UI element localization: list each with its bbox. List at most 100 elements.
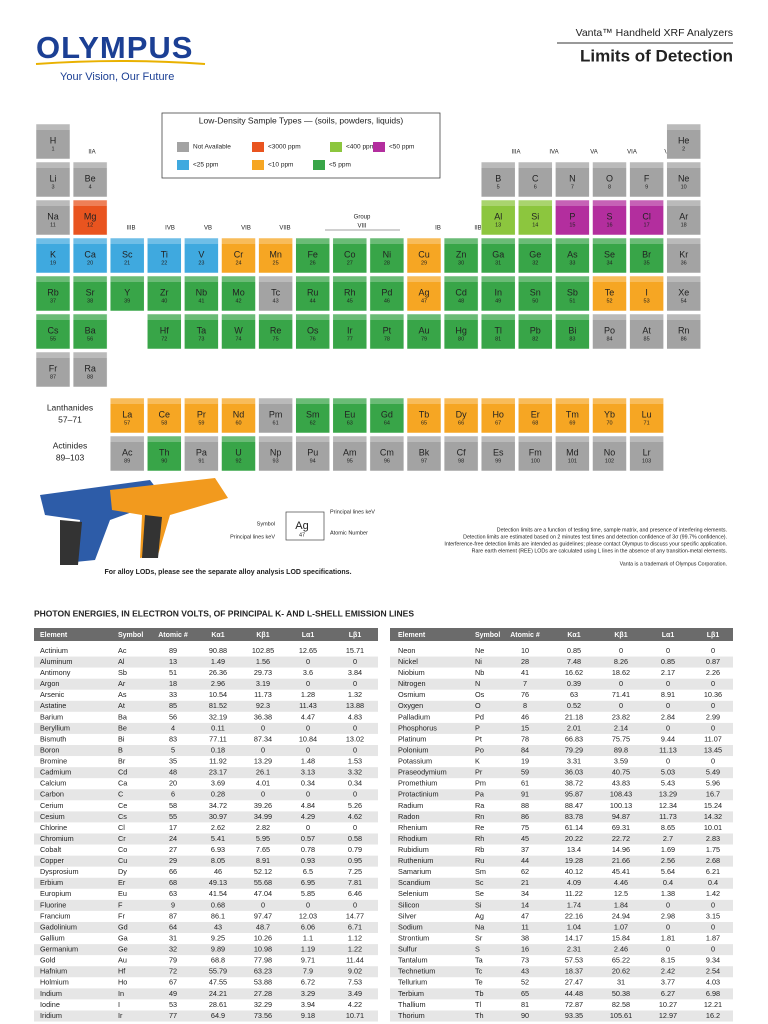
table-cell: 43.83 <box>612 779 630 788</box>
element-lod-band <box>147 314 182 320</box>
element-symbol: Lu <box>642 409 652 419</box>
row-stripe <box>390 944 733 956</box>
element-symbol: W <box>234 325 243 335</box>
table-cell: Ho <box>118 978 127 987</box>
table-cell: 14.77 <box>346 911 364 920</box>
table-cell: 0 <box>353 679 357 688</box>
table-cell: Sc <box>475 878 484 887</box>
table-cell: 6.93 <box>211 845 225 854</box>
table-cell: 11 <box>521 922 529 931</box>
table-cell: 12.34 <box>659 801 677 810</box>
element-lod-band <box>258 314 293 320</box>
element-symbol: Gd <box>381 409 393 419</box>
element-number: 91 <box>198 458 204 464</box>
element-lod-band <box>444 276 479 282</box>
table-cell: Eu <box>118 889 127 898</box>
element-lod-band <box>481 162 516 168</box>
table-cell: 6 <box>171 790 175 799</box>
table-cell: 3.94 <box>301 1000 315 1009</box>
table-cell: Protactinium <box>398 790 439 799</box>
table-cell: 0.28 <box>211 790 225 799</box>
table-cell: Sodium <box>398 922 423 931</box>
table-cell: Al <box>118 657 125 666</box>
element-lod-band <box>258 238 293 244</box>
table-cell: 28.61 <box>209 1000 227 1009</box>
table-cell: 2.68 <box>706 856 720 865</box>
table-cell: 86 <box>521 812 529 821</box>
table-cell: Bi <box>118 734 125 743</box>
table-cell: 0 <box>711 679 715 688</box>
element-number: 87 <box>50 374 56 380</box>
table-cell: 1.1 <box>303 933 313 942</box>
table-cell: 6.72 <box>301 978 315 987</box>
table-cell: 19 <box>521 757 529 766</box>
element-symbol: Lr <box>643 447 651 457</box>
table-cell: 7.53 <box>348 978 362 987</box>
table-cell: 52 <box>521 978 529 987</box>
table-cell: 9.89 <box>211 945 225 954</box>
legend-swatch <box>252 142 264 152</box>
element-symbol: Th <box>159 447 170 457</box>
element-lod-band <box>592 436 627 442</box>
table-cell: Na <box>475 922 485 931</box>
table-cell: 5.95 <box>256 834 270 843</box>
element-number: 88 <box>87 374 93 380</box>
table-cell: Be <box>118 723 127 732</box>
table-cell: 49.13 <box>209 878 227 887</box>
table-cell: 8.65 <box>661 823 675 832</box>
element-cell <box>406 275 442 312</box>
table-cell: 27.28 <box>254 989 272 998</box>
table-cell: 1.49 <box>211 657 225 666</box>
row-stripe <box>390 1010 733 1022</box>
row-stripe <box>390 789 733 801</box>
element-cell <box>109 237 145 274</box>
table-cell: 68.8 <box>211 956 225 965</box>
element-symbol: Cs <box>48 325 59 335</box>
element-cell <box>666 199 701 236</box>
element-cell <box>221 275 256 312</box>
element-lod-band <box>184 436 219 442</box>
table-cell: 0.85 <box>661 657 675 666</box>
table-cell: 88.47 <box>565 801 583 810</box>
table-cell: 4.09 <box>567 878 581 887</box>
table-cell: 35 <box>169 757 177 766</box>
table-cell: 0.93 <box>301 856 315 865</box>
element-cell <box>518 397 553 434</box>
table-cell: 56 <box>169 712 177 721</box>
legend-box <box>161 112 441 179</box>
table-cell: 13.02 <box>346 734 364 743</box>
table-cell: 0.68 <box>211 900 225 909</box>
table-cell: Radon <box>398 812 420 821</box>
column-header: Kα1 <box>211 632 224 639</box>
legend-label: <400 ppm <box>346 144 375 151</box>
table-cell: 9.25 <box>211 933 225 942</box>
table-cell: Re <box>475 823 484 832</box>
series-range: 89–103 <box>56 452 85 462</box>
element-number: 12 <box>87 222 93 228</box>
table-cell: Ag <box>475 911 484 920</box>
element-lod-band <box>518 436 553 442</box>
element-number: 86 <box>681 336 687 342</box>
element-cell <box>184 237 219 274</box>
table-cell: 14 <box>521 900 529 909</box>
element-lod-band <box>36 124 70 130</box>
key-cell <box>285 511 325 541</box>
table-cell: In <box>118 989 124 998</box>
element-lod-band <box>147 398 182 404</box>
table-cell: Hafnium <box>40 967 67 976</box>
element-cell <box>555 199 590 236</box>
table-cell: 31 <box>169 933 177 942</box>
table-cell: 18.62 <box>612 668 630 677</box>
table-cell: 0.18 <box>211 745 225 754</box>
element-number: 2 <box>682 146 685 152</box>
legend-label: <3000 ppm <box>268 144 301 151</box>
element-lod-band <box>592 314 627 320</box>
table-cell: 2.54 <box>706 967 720 976</box>
table-cell: Po <box>475 745 484 754</box>
element-cell <box>406 397 442 434</box>
table-cell: Ga <box>118 933 129 942</box>
element-number: 78 <box>384 336 390 342</box>
group-label: IIIA <box>511 150 520 156</box>
element-symbol: Yb <box>604 409 615 419</box>
table-cell: 47.04 <box>254 889 272 898</box>
